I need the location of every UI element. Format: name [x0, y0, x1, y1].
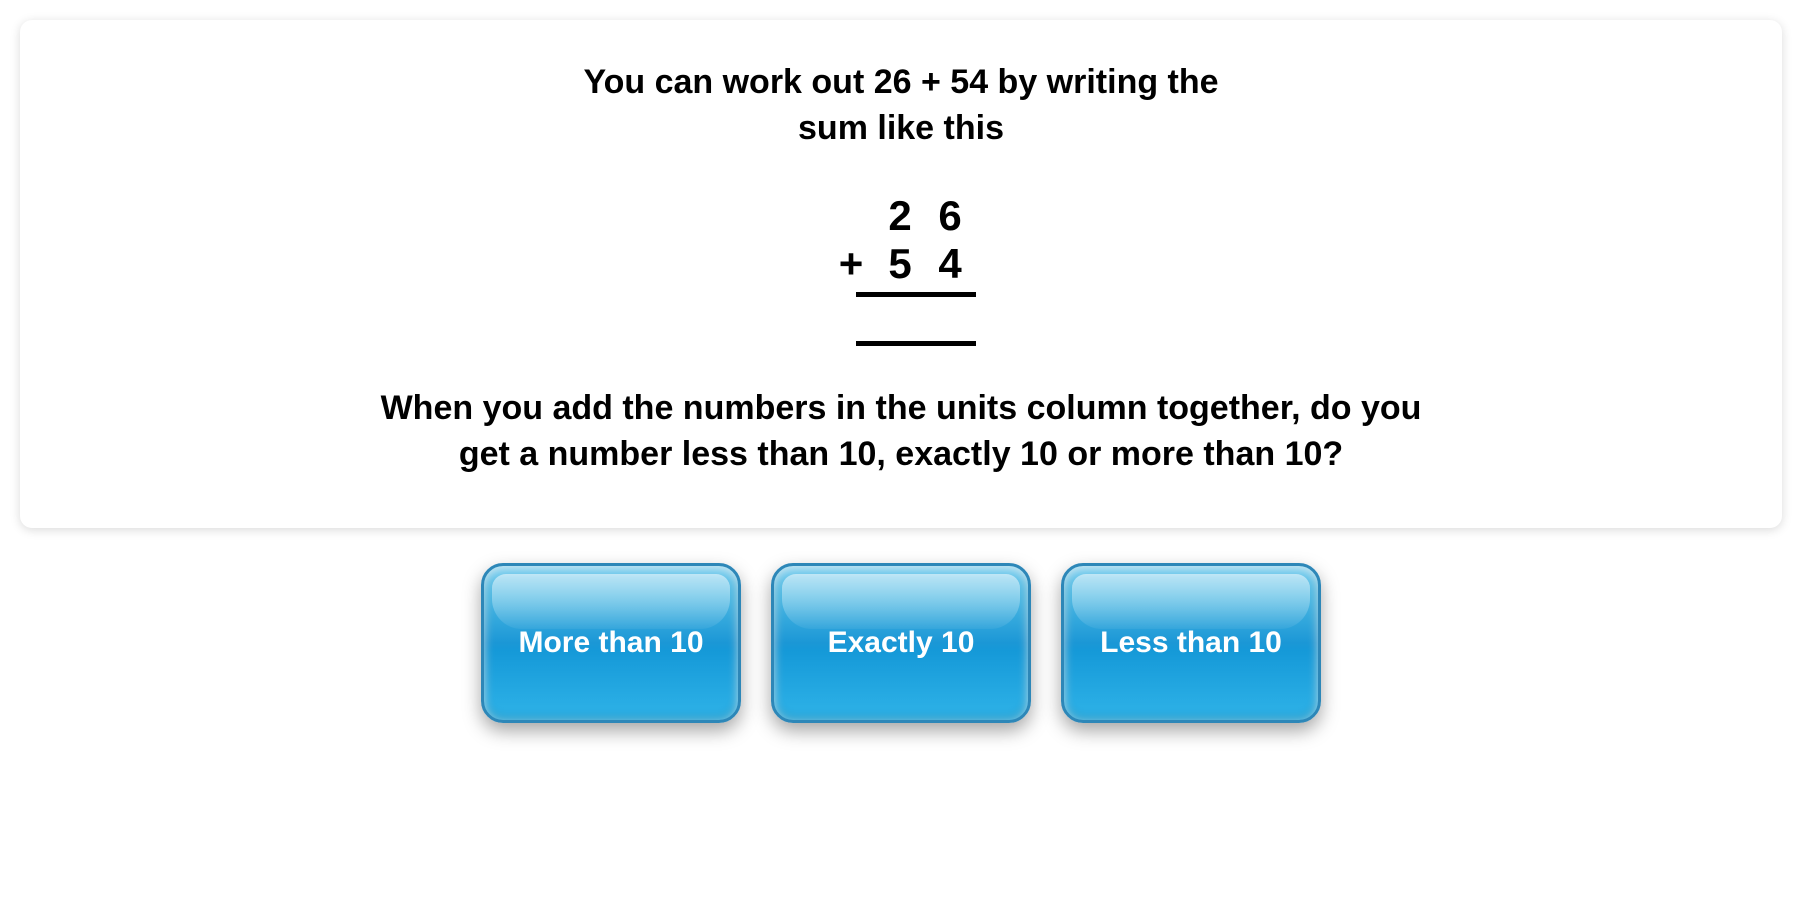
answer-button-less-than-10[interactable]: Less than 10: [1061, 563, 1321, 723]
answer-button-label: More than 10: [518, 626, 703, 660]
addition-block: 2 6 + 5 4: [80, 192, 1722, 346]
intro-line-1: You can work out 26 + 54 by writing the: [583, 63, 1218, 101]
question-line-1: When you add the numbers in the units co…: [381, 389, 1422, 427]
intro-line-2: sum like this: [798, 109, 1004, 147]
addition-inner: 2 6 + 5 4: [826, 192, 976, 346]
addition-row-1: 2 6: [826, 192, 976, 240]
answer-button-exactly-10[interactable]: Exactly 10: [771, 563, 1031, 723]
addition-underline-2: [856, 341, 976, 346]
row1-tens: 2: [876, 192, 926, 240]
answer-button-label: Exactly 10: [828, 626, 975, 660]
row2-units: 4: [926, 240, 976, 288]
question-card: You can work out 26 + 54 by writing the …: [20, 20, 1782, 528]
question-line-2: get a number less than 10, exactly 10 or…: [459, 435, 1343, 473]
answer-buttons-row: More than 10 Exactly 10 Less than 10: [20, 563, 1782, 723]
page-container: You can work out 26 + 54 by writing the …: [20, 20, 1782, 723]
row2-tens: 5: [876, 240, 926, 288]
addition-underline-1: [856, 292, 976, 297]
answer-button-label: Less than 10: [1100, 626, 1282, 660]
answer-button-more-than-10[interactable]: More than 10: [481, 563, 741, 723]
addition-row-2: + 5 4: [826, 240, 976, 288]
operator-plus: +: [826, 240, 876, 288]
question-text: When you add the numbers in the units co…: [276, 386, 1526, 478]
intro-text: You can work out 26 + 54 by writing the …: [451, 60, 1351, 152]
row1-units: 6: [926, 192, 976, 240]
